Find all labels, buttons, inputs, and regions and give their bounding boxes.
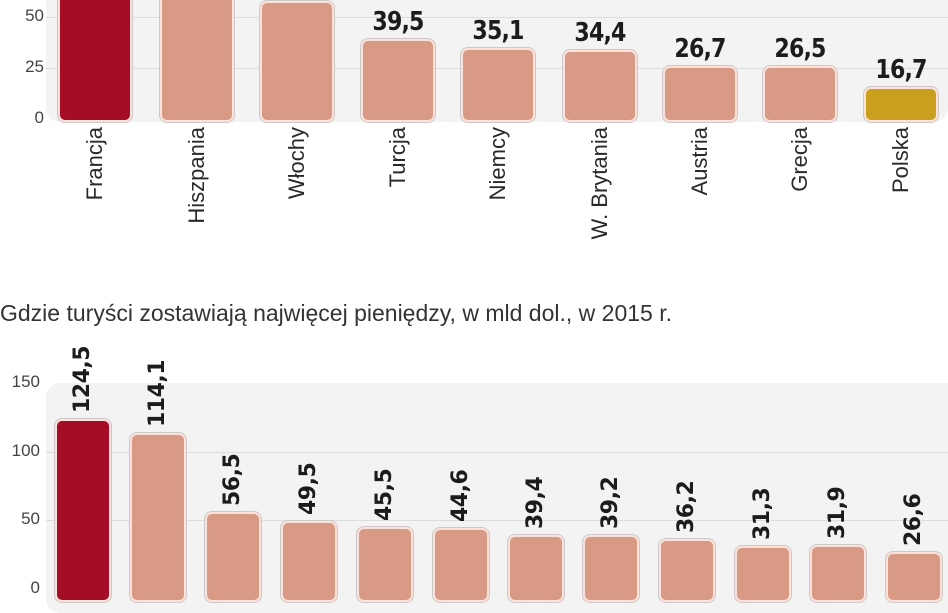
gridline — [46, 452, 948, 453]
bar — [812, 547, 864, 600]
y-tick-label: 0 — [34, 108, 44, 127]
bar — [57, 421, 109, 600]
bar — [262, 3, 332, 120]
bar — [866, 89, 936, 120]
category-label: Grecja — [787, 127, 812, 192]
value-label: 26,7 — [674, 34, 726, 64]
bar — [363, 41, 433, 120]
value-label: 35,1 — [472, 16, 524, 46]
bar — [283, 523, 335, 600]
y-tick-label: 0 — [30, 578, 40, 597]
y-tick-label: 150 — [11, 372, 40, 391]
bottom-chart-panel — [46, 383, 948, 613]
bar — [60, 0, 130, 120]
category-label: Niemcy — [485, 127, 510, 201]
bar — [765, 68, 835, 120]
bar — [510, 537, 562, 600]
category-label: Austria — [687, 127, 712, 196]
value-label: 34,4 — [574, 18, 626, 48]
category-label: Francja — [82, 127, 107, 201]
value-label: 45,5 — [372, 468, 397, 521]
bar — [132, 435, 184, 600]
category-label: Włochy — [284, 127, 309, 200]
bar — [359, 529, 411, 600]
value-label: 39,2 — [598, 476, 623, 529]
category-label: Hiszpania — [184, 127, 209, 224]
value-label: 31,9 — [825, 486, 850, 539]
y-tick-label: 25 — [25, 57, 44, 76]
bottom-chart-title: Gdzie turyści zostawiają najwięcej pieni… — [0, 300, 672, 326]
bar — [737, 548, 789, 600]
value-label: 49,5 — [296, 462, 321, 515]
value-label: 16,7 — [875, 55, 927, 85]
bar — [661, 541, 713, 600]
bar — [207, 514, 259, 600]
bar — [162, 0, 232, 120]
value-label: 39,5 — [372, 7, 424, 37]
value-label: 36,2 — [674, 480, 699, 533]
bar — [888, 554, 940, 600]
bar — [435, 530, 487, 600]
value-label: 39,4 — [523, 476, 548, 529]
category-label: Turcja — [385, 127, 410, 188]
bar — [565, 52, 635, 120]
value-label: 114,1 — [145, 359, 170, 427]
gridline — [46, 520, 948, 521]
value-label: 31,3 — [750, 487, 775, 540]
value-label: 44,6 — [448, 469, 473, 522]
y-tick-label: 100 — [11, 441, 40, 460]
value-label: 26,5 — [774, 34, 826, 64]
y-tick-label: 50 — [21, 509, 40, 528]
bar — [463, 50, 533, 120]
category-label: Polska — [888, 127, 913, 194]
category-label: W. Brytania — [587, 127, 612, 240]
bar — [665, 68, 735, 120]
gridline — [46, 17, 948, 18]
value-label: 124,5 — [70, 345, 95, 413]
bar — [585, 537, 637, 600]
value-label: 56,5 — [220, 453, 245, 506]
value-label: 26,6 — [901, 493, 926, 546]
y-tick-label: 50 — [25, 6, 44, 25]
